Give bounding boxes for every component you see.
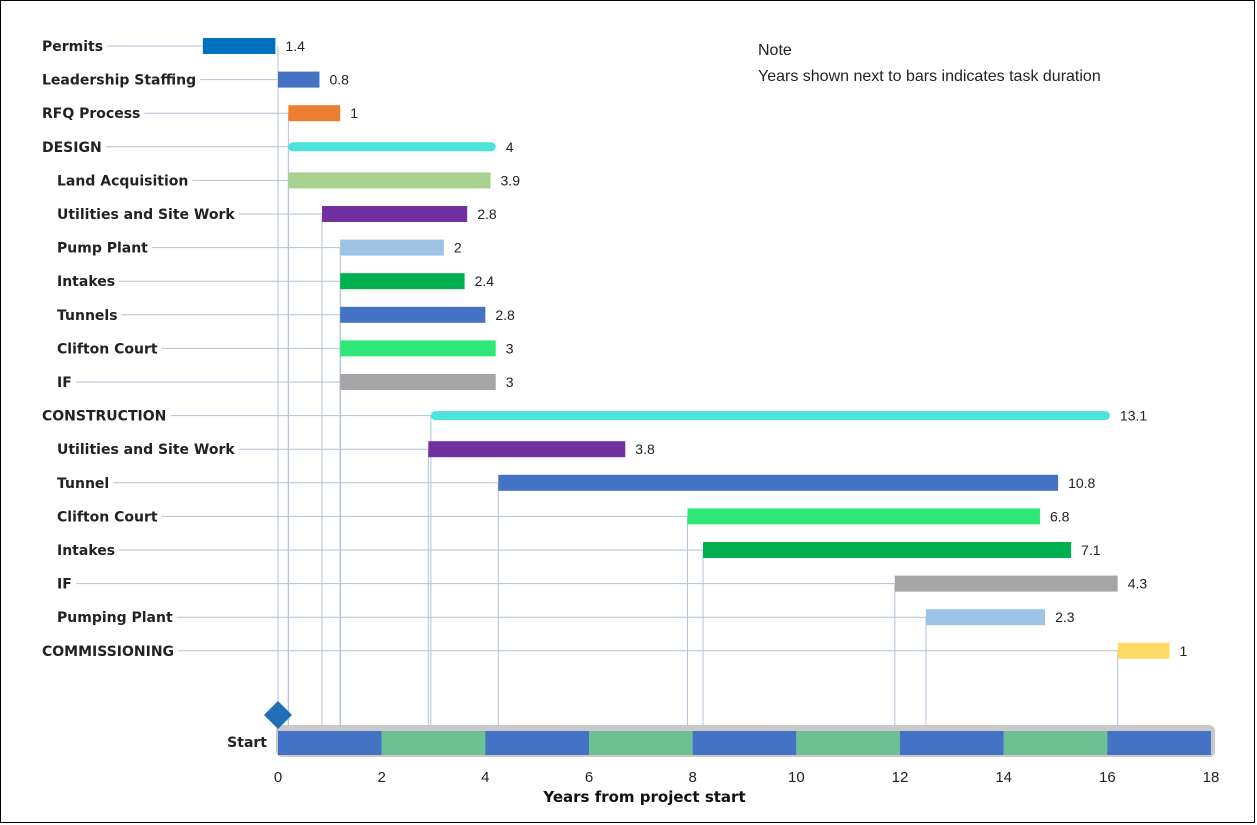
- duration-label: 3.9: [501, 172, 521, 188]
- task-bar: [894, 575, 1118, 592]
- drop-lines: [277, 46, 1119, 731]
- task-bar: [340, 239, 444, 256]
- task-bar: [340, 273, 465, 290]
- duration-label: 3.8: [635, 441, 655, 457]
- task-bar: [340, 374, 496, 390]
- task-label: Intakes: [57, 543, 115, 559]
- note-title: Note: [758, 42, 792, 59]
- duration-label: 2.8: [495, 307, 515, 323]
- duration-label: 0.8: [329, 72, 349, 88]
- task-bar: [288, 105, 341, 122]
- task-label: Utilities and Site Work: [57, 207, 235, 223]
- x-tick-label: 14: [995, 769, 1012, 786]
- task-bar: [340, 340, 496, 357]
- task-label: Leadership Staffing: [42, 73, 196, 89]
- summary-bar: [430, 411, 1110, 421]
- task-label: Tunnel: [57, 476, 109, 492]
- duration-label: 10.8: [1068, 475, 1095, 491]
- duration-label: 4.3: [1128, 576, 1148, 592]
- timeline-segment: [1107, 731, 1211, 755]
- label-leaders: [75, 45, 1118, 652]
- task-labels: Permits Leadership Staffing RFQ Process DES…: [42, 39, 235, 660]
- task-label: DESIGN: [42, 140, 102, 156]
- task-bars: [202, 38, 1170, 659]
- task-label: Pump Plant: [57, 241, 148, 257]
- task-bar: [703, 542, 1072, 558]
- task-bar: [322, 206, 468, 222]
- x-tick-label: 8: [688, 769, 696, 786]
- x-tick-label: 18: [1203, 769, 1220, 786]
- task-label: Pumping Plant: [57, 610, 173, 626]
- task-label: Clifton Court: [57, 509, 158, 525]
- x-tick-label: 2: [377, 769, 385, 786]
- duration-label: 6.8: [1050, 508, 1070, 524]
- x-tick-label: 4: [481, 769, 489, 786]
- timeline-segment: [900, 731, 1004, 755]
- task-bar: [498, 474, 1059, 491]
- duration-label: 7.1: [1081, 542, 1101, 558]
- x-tick-label: 12: [892, 769, 909, 786]
- x-tick-label: 10: [788, 769, 805, 786]
- start-label: Start: [227, 735, 267, 751]
- task-bar: [340, 306, 486, 323]
- timeline-segment: [796, 731, 900, 755]
- task-bar: [687, 508, 1040, 525]
- timeline-segment: [485, 731, 589, 755]
- task-bar: [925, 609, 1046, 626]
- x-tick-label: 0: [274, 769, 282, 786]
- duration-label: 1.4: [285, 38, 305, 54]
- x-tick-label: 6: [585, 769, 593, 786]
- timeline-segment: [381, 731, 486, 755]
- task-label: Intakes: [57, 274, 115, 290]
- duration-label: 2.3: [1055, 609, 1075, 625]
- duration-label: 3: [506, 374, 514, 390]
- duration-label: 4: [506, 139, 514, 155]
- timeline-segment: [1003, 731, 1108, 755]
- note-text: Years shown next to bars indicates task …: [758, 68, 1101, 85]
- task-label: RFQ Process: [42, 106, 140, 122]
- task-bar: [1117, 642, 1170, 659]
- duration-label: 13.1: [1120, 408, 1147, 424]
- task-label: Utilities and Site Work: [57, 442, 235, 458]
- task-label: CONSTRUCTION: [42, 409, 166, 425]
- start-milestone-icon: [264, 701, 292, 729]
- task-bar: [428, 441, 626, 458]
- duration-label: 3: [506, 340, 514, 356]
- task-bar: [288, 172, 491, 189]
- x-tick-label: 16: [1099, 769, 1116, 786]
- x-axis-title: Years from project start: [542, 788, 745, 806]
- task-label: IF: [57, 577, 72, 593]
- task-label: Land Acquisition: [57, 173, 188, 189]
- task-label: COMMISSIONING: [42, 644, 174, 660]
- duration-label: 1: [1180, 643, 1188, 659]
- timeline-segment: [278, 731, 382, 755]
- task-label: Clifton Court: [57, 341, 158, 357]
- task-bar: [202, 38, 276, 54]
- timeline-segment: [589, 731, 693, 755]
- value-labels: 1.4 0.8 1 4 3.9 2.8 2 2.4 2.8 3 3 13.1 3.8 10.8 6.8 7.1…: [285, 38, 1187, 659]
- summary-bar: [288, 142, 496, 152]
- task-bar: [278, 71, 320, 88]
- duration-label: 2.8: [477, 206, 497, 222]
- task-label: Tunnels: [57, 308, 118, 324]
- duration-label: 1: [350, 105, 358, 121]
- timeline-axis: [264, 701, 1215, 757]
- duration-label: 2.4: [475, 273, 495, 289]
- tick-labels: 0 2 4 6 8 10 12 14 16 18: [274, 769, 1220, 786]
- task-label: IF: [57, 375, 72, 391]
- duration-label: 2: [454, 240, 462, 256]
- task-label: Permits: [42, 39, 103, 55]
- timeline-segment: [692, 731, 797, 755]
